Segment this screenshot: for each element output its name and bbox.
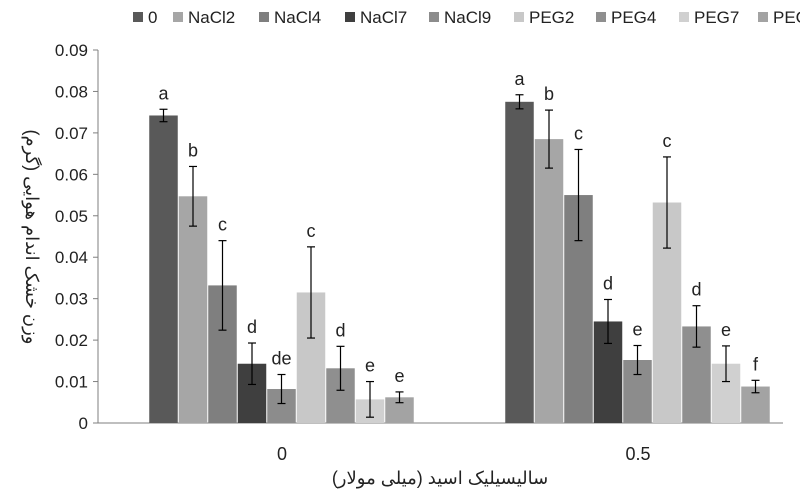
significance-letter: f	[753, 354, 759, 374]
error-bars	[159, 94, 760, 418]
significance-letter: a	[158, 83, 169, 103]
legend-swatch	[679, 12, 689, 22]
significance-letter: c	[307, 221, 316, 241]
significance-letter: de	[271, 349, 291, 369]
legend-label: NaCl9	[444, 8, 491, 27]
legend-label: NaCl2	[188, 8, 235, 27]
legend-swatch	[429, 12, 439, 22]
legend-swatch	[514, 12, 524, 22]
significance-letter: b	[544, 84, 554, 104]
legend-swatch	[173, 12, 183, 22]
significance-letter: d	[335, 320, 345, 340]
y-axis-title: وزن خشک اندام هوایی (گرم)	[21, 130, 43, 345]
significance-letter: e	[721, 320, 731, 340]
legend-swatch	[758, 12, 768, 22]
y-tick-label: 0.04	[55, 248, 88, 267]
legend: 0 NaCl2 NaCl4 NaCl7 NaCl9 PEG2 PEG4 PEG7 PEG9	[133, 8, 800, 27]
significance-letter: d	[603, 273, 613, 293]
y-tick-label: 0.06	[55, 165, 88, 184]
significance-letter: e	[632, 319, 642, 339]
legend-label: 0	[148, 8, 157, 27]
y-tick-label: 0.03	[55, 290, 88, 309]
significance-letter: b	[188, 140, 198, 160]
y-tick-label: 0	[79, 414, 88, 433]
significance-letter: e	[365, 356, 375, 376]
legend-label: PEG2	[529, 8, 574, 27]
y-tick-label: 0.09	[55, 41, 88, 60]
significance-letter: c	[574, 123, 583, 143]
legend-swatch	[133, 12, 143, 22]
significance-letter: c	[218, 215, 227, 235]
legend-swatch	[596, 12, 606, 22]
legend-label: NaCl7	[360, 8, 407, 27]
legend-swatch	[259, 12, 269, 22]
y-tick-label: 0.07	[55, 124, 88, 143]
legend-label: PEG9	[773, 8, 800, 27]
legend-label: NaCl4	[274, 8, 321, 27]
bar	[178, 196, 208, 423]
legend-swatch	[345, 12, 355, 22]
y-tick-label: 0.01	[55, 373, 88, 392]
x-category-label: 0.5	[625, 444, 650, 464]
significance-letter: a	[514, 69, 525, 89]
significance-letter: d	[691, 280, 701, 300]
bar	[534, 139, 564, 423]
y-tick-label: 0.05	[55, 207, 88, 226]
significance-letter: d	[247, 317, 257, 337]
bars	[149, 101, 770, 424]
x-axis-title: سالیسیلیک اسید (میلی مولار)	[332, 468, 548, 489]
significance-letter: e	[394, 366, 404, 386]
bar	[149, 115, 178, 423]
legend-label: PEG4	[611, 8, 656, 27]
x-category-label: 0	[277, 444, 287, 464]
y-ticks: 0 0.01 0.02 0.03 0.04 0.05 0.06 0.07 0.08 0.09	[55, 41, 98, 433]
significance-letter: c	[663, 131, 672, 151]
bar	[505, 101, 534, 424]
y-tick-label: 0.08	[55, 82, 88, 101]
legend-label: PEG7	[694, 8, 739, 27]
y-tick-label: 0.02	[55, 331, 88, 350]
x-category-labels: 0 0.5	[277, 444, 651, 464]
